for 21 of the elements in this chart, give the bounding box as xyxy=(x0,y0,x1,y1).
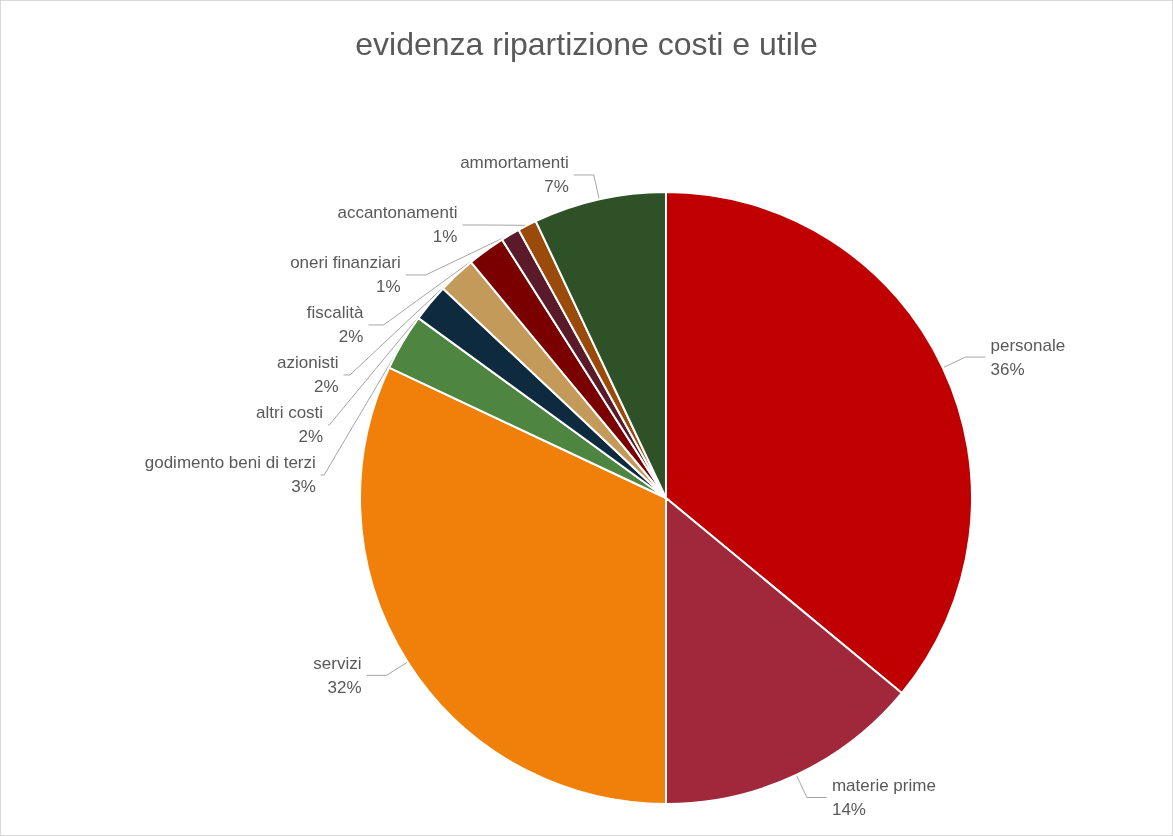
data-label: 1% xyxy=(432,227,458,247)
data-label: 14% xyxy=(831,800,866,819)
data-label: 3% xyxy=(291,477,316,497)
slice-label: oneri finanziari xyxy=(290,253,401,273)
slice-label: azionisti xyxy=(277,353,339,373)
data-label: 2% xyxy=(313,377,339,397)
slice-label: fiscalità xyxy=(306,303,364,323)
chart-title: evidenza ripartizione costi e utile xyxy=(355,26,818,62)
slice-label: altri costi xyxy=(256,403,324,423)
slice-label: godimento beni di terzi xyxy=(144,453,316,473)
data-label: 32% xyxy=(327,677,362,697)
data-label: 36% xyxy=(990,359,1025,379)
slice-label: materie prime xyxy=(831,776,936,795)
slice-label: servizi xyxy=(313,653,362,673)
slice-label: personale xyxy=(990,335,1066,355)
slice-label: ammortamenti xyxy=(460,153,569,173)
data-label: 2% xyxy=(338,327,364,347)
slice-label: accantonamenti xyxy=(337,203,458,223)
data-label: 7% xyxy=(544,177,569,197)
data-label: 2% xyxy=(298,427,324,447)
data-label: 1% xyxy=(376,277,401,297)
